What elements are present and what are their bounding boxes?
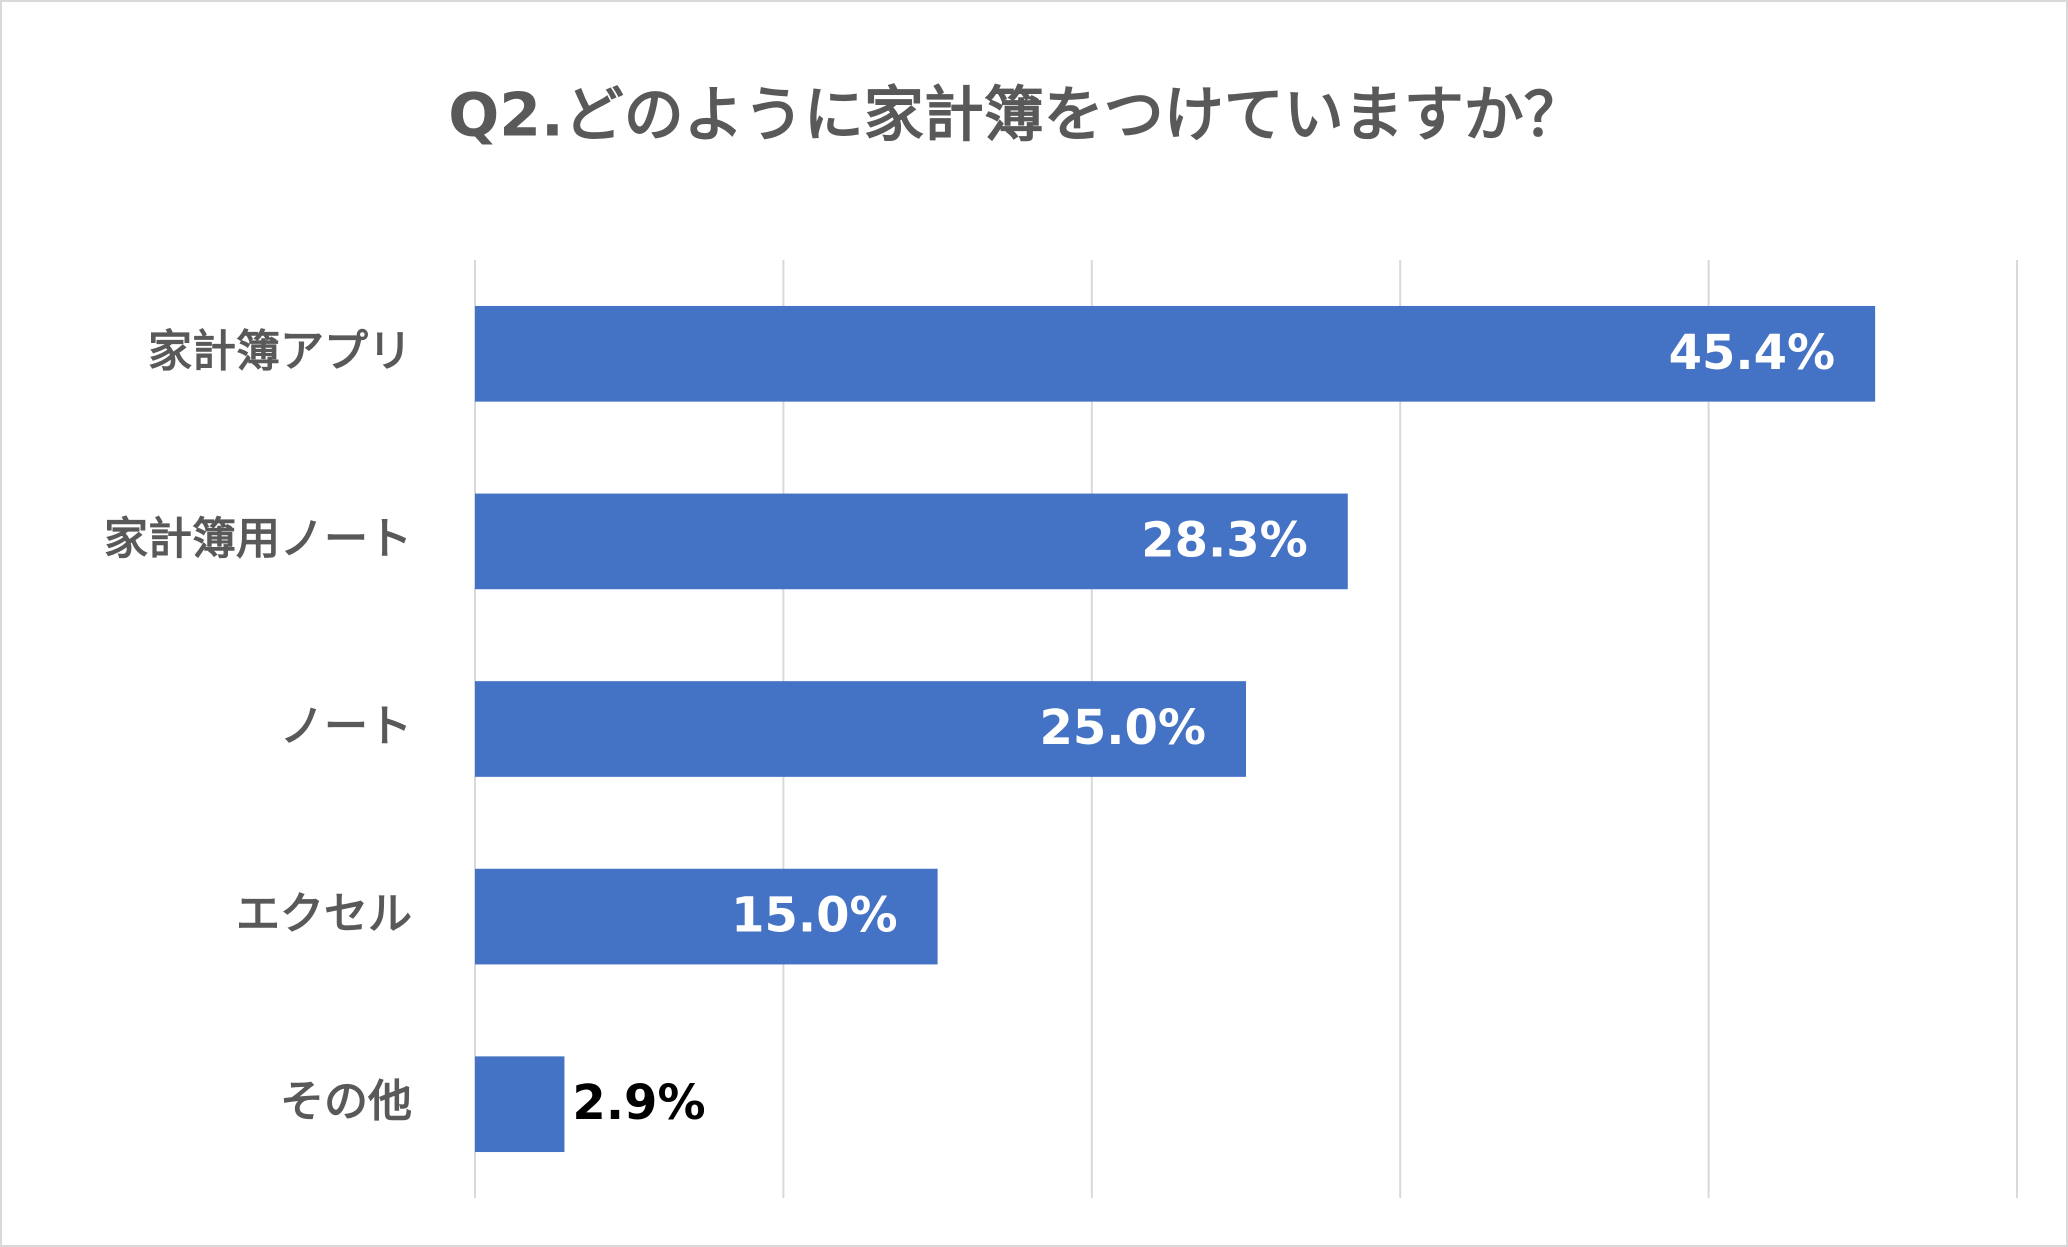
value-label: 28.3% bbox=[1141, 512, 1308, 568]
bar bbox=[475, 681, 1246, 777]
y-tick-label: その他 bbox=[280, 1076, 412, 1127]
value-label: 45.4% bbox=[1669, 325, 1836, 381]
bar bbox=[475, 1056, 565, 1153]
bar bbox=[475, 868, 938, 965]
value-label: 25.0% bbox=[1039, 700, 1206, 756]
y-tick-label: エクセル bbox=[236, 889, 412, 940]
value-label: 15.0% bbox=[731, 888, 898, 944]
chart-title: Q2.どのように家計簿をつけていますか？ bbox=[448, 81, 1584, 151]
y-tick-label: ノート bbox=[280, 701, 412, 752]
y-tick-label: 家計簿用ノート bbox=[104, 513, 412, 564]
bar bbox=[475, 305, 1876, 402]
value-label: 2.9% bbox=[572, 1075, 705, 1131]
bar bbox=[475, 493, 1348, 590]
y-tick-label: 家計簿アプリ bbox=[148, 326, 412, 377]
